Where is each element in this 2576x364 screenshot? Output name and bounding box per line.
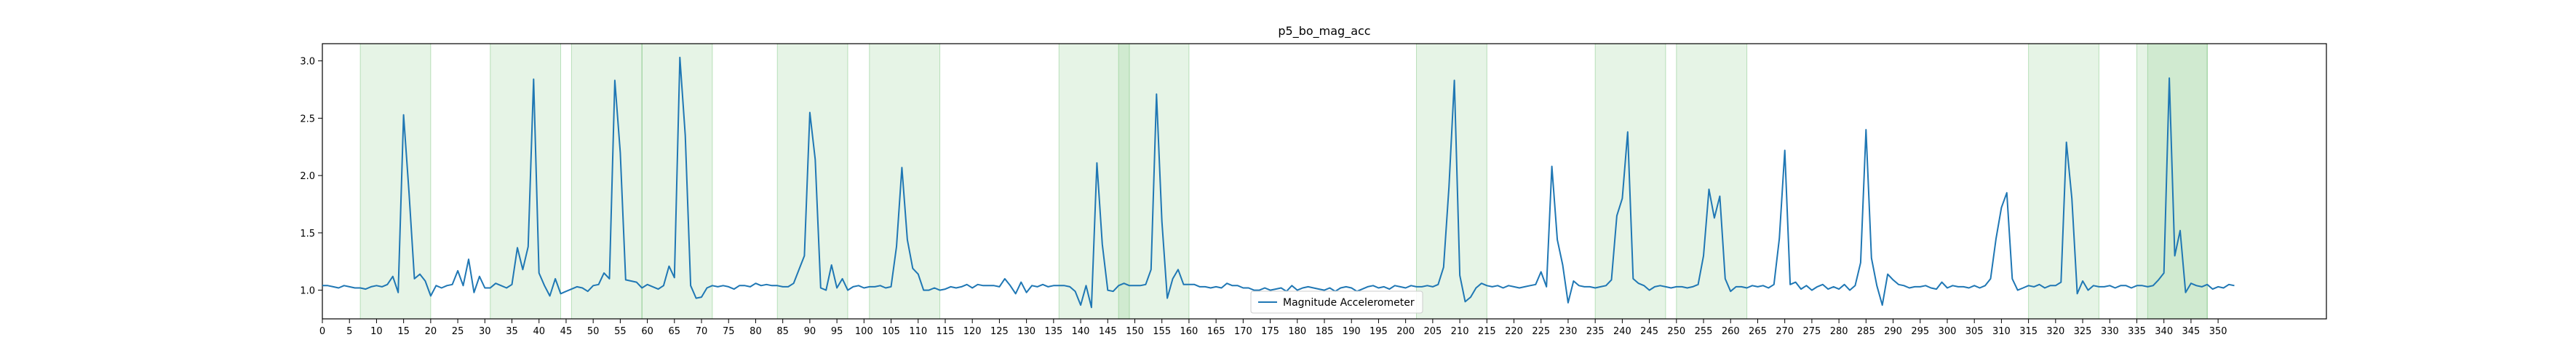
x-tick-label: 290 [1884,326,1902,337]
x-tick-label: 225 [1532,326,1550,337]
shaded-regions [359,43,2208,320]
x-tick-label: 200 [1396,326,1415,337]
x-tick-label: 110 [909,326,927,337]
x-tick-label: 100 [855,326,873,337]
x-tick-label: 105 [882,326,900,337]
y-tick-label: 2.0 [300,171,315,182]
x-tick-label: 240 [1613,326,1631,337]
x-tick-label: 125 [990,326,1009,337]
x-tick-label: 170 [1234,326,1252,337]
x-tick-label: 215 [1478,326,1496,337]
x-tick-label: 10 [370,326,383,337]
shaded-region-10 [1676,43,1748,320]
x-tick-label: 190 [1343,326,1361,337]
x-tick-label: 295 [1911,326,1929,337]
x-tick-label: 35 [506,326,518,337]
x-tick-label: 205 [1423,326,1442,337]
x-tick-label: 55 [614,326,627,337]
shaded-region-9 [1594,43,1666,320]
x-tick-label: 70 [696,326,708,337]
shaded-region-5 [869,43,941,320]
x-tick-label: 25 [452,326,464,337]
x-tick-label: 235 [1586,326,1605,337]
x-tick-label: 250 [1667,326,1685,337]
x-tick-label: 220 [1505,326,1523,337]
x-tick-label: 135 [1044,326,1062,337]
x-tick-label: 270 [1776,326,1794,337]
x-tick-label: 300 [1939,326,1957,337]
x-tick-label: 45 [560,326,573,337]
x-tick-label: 260 [1722,326,1740,337]
shaded-region-11 [2028,43,2099,320]
x-tick-label: 85 [776,326,789,337]
x-tick-label: 185 [1316,326,1334,337]
x-tick-label: 15 [397,326,410,337]
x-tick-label: 95 [831,326,843,337]
y-tick-label: 3.0 [300,57,315,68]
x-tick-label: 255 [1695,326,1713,337]
x-tick-label: 145 [1099,326,1117,337]
y-tick-label: 1.5 [300,229,315,240]
x-tick-label: 245 [1640,326,1658,337]
shaded-region-2 [571,43,643,320]
x-tick-label: 60 [641,326,653,337]
x-tick-label: 340 [2155,326,2173,337]
x-tick-label: 315 [2019,326,2038,337]
x-tick-label: 210 [1451,326,1469,337]
shaded-region-1 [490,43,562,320]
x-tick-label: 150 [1126,326,1144,337]
x-tick-label: 165 [1207,326,1225,337]
x-tick-label: 325 [2074,326,2092,337]
legend: Magnitude Accelerometer [1250,290,1423,314]
x-tick-label: 75 [723,326,735,337]
shaded-region-0 [359,43,432,320]
x-tick-label: 285 [1857,326,1875,337]
x-tick-label: 350 [2209,326,2227,337]
x-tick-label: 80 [750,326,762,337]
x-tick-label: 320 [2046,326,2064,337]
axes: 0 5 10 15 20 25 30 35 40 45 50 55 60 65 70 75 80 85 90 95 10… [300,43,2327,337]
x-tick-label: 230 [1559,326,1578,337]
x-tick-label: 90 [804,326,816,337]
x-tick-label: 0 [319,326,325,337]
x-tick-label: 115 [937,326,955,337]
x-tick-label: 140 [1072,326,1090,337]
x-tick-label: 330 [2101,326,2119,337]
x-tick-label: 345 [2182,326,2201,337]
legend-label: Magnitude Accelerometer [1283,297,1415,309]
x-tick-label: 175 [1261,326,1279,337]
series-layer [322,56,2235,309]
legend-box [1250,290,1423,314]
x-tick-label: 180 [1288,326,1306,337]
x-tick-label: 160 [1180,326,1198,337]
shaded-region-4 [776,43,848,320]
x-tick-label: 120 [963,326,982,337]
x-tick-label: 50 [587,326,600,337]
x-tick-label: 20 [425,326,437,337]
shaded-region-13 [2147,43,2208,320]
y-tick-label: 1.0 [300,286,315,297]
x-tick-label: 65 [669,326,681,337]
x-tick-label: 305 [1965,326,1984,337]
chart-title: p5_bo_mag_acc [1278,24,1370,39]
x-tick-label: 40 [533,326,545,337]
x-tick-label: 280 [1830,326,1848,337]
x-tick-label: 130 [1017,326,1035,337]
x-tick-label: 155 [1153,326,1171,337]
x-tick-label: 30 [479,326,491,337]
x-tick-label: 335 [2128,326,2146,337]
x-tick-label: 275 [1802,326,1821,337]
x-tick-label: 5 [346,326,352,337]
x-tick-label: 310 [1992,326,2011,337]
x-tick-label: 265 [1749,326,1767,337]
series-line-0 [322,56,2235,309]
y-tick-label: 2.5 [300,114,315,124]
x-tick-label: 195 [1370,326,1388,337]
shaded-region-6 [1058,43,1130,320]
shaded-region-8 [1416,43,1487,320]
